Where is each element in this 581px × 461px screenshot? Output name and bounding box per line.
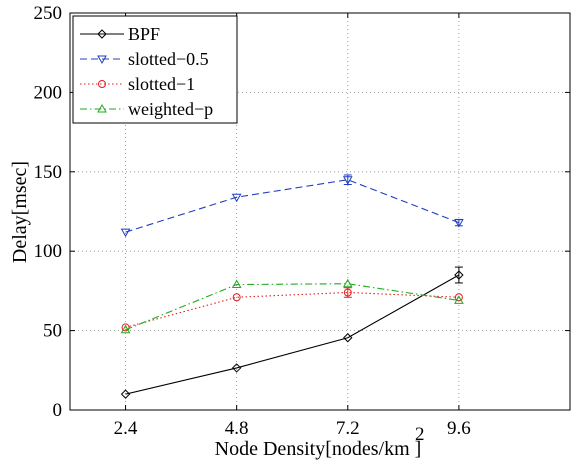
data-point <box>343 333 353 343</box>
plot-frame <box>69 12 571 411</box>
series-line <box>125 179 460 233</box>
data-point <box>120 228 131 238</box>
legend-label: slotted−0.5 <box>128 49 209 69</box>
y-tick-label: 100 <box>34 241 63 262</box>
legend-marker <box>97 29 107 39</box>
data-point <box>121 323 130 332</box>
grid <box>70 13 570 410</box>
y-tick-label: 0 <box>53 400 63 421</box>
legend: BPF slotted−0.5 slotted−1 weighted−p <box>72 15 238 124</box>
x-axis-label: Node Density[nodes/km ] <box>215 438 422 460</box>
legend-entry: slotted−1 <box>80 74 195 94</box>
x-tick-label: 7.2 <box>336 418 360 439</box>
series-layer <box>120 174 464 399</box>
x-tick-labels: 2.4 4.8 7.2 9.6 <box>114 418 471 439</box>
data-point <box>232 293 241 302</box>
y-axis-label: Delay[msec] <box>9 161 31 263</box>
data-point <box>120 324 131 334</box>
legend-entry: BPF <box>80 24 160 44</box>
series-2 <box>121 287 463 332</box>
y-tick-label: 150 <box>34 162 63 183</box>
data-point <box>231 279 242 289</box>
data-point <box>231 193 242 203</box>
data-point <box>231 363 242 373</box>
y-tick-label: 250 <box>34 3 63 24</box>
series-1 <box>120 174 464 238</box>
data-point <box>454 270 464 280</box>
data-point <box>454 295 464 304</box>
legend-label: slotted−1 <box>128 74 195 94</box>
series-line <box>125 283 459 331</box>
series-line <box>125 274 460 395</box>
legend-entry: weighted−p <box>80 99 213 119</box>
legend-marker <box>97 103 107 113</box>
y-tick-labels: 0 50 100 150 200 250 <box>34 3 63 421</box>
legend-label: weighted−p <box>128 99 213 119</box>
data-point <box>454 219 464 228</box>
legend-marker <box>97 55 107 65</box>
x-tick-label: 2.4 <box>114 418 138 439</box>
axis-tick-marks <box>70 12 570 411</box>
legend-entry: slotted−0.5 <box>80 49 209 69</box>
data-point <box>120 389 131 399</box>
x-tick-label: 4.8 <box>225 418 249 439</box>
series-3 <box>120 278 464 334</box>
data-point <box>343 288 352 297</box>
legend-label: BPF <box>128 24 160 44</box>
y-tick-label: 50 <box>43 321 62 342</box>
legend-marker <box>98 80 106 88</box>
data-point <box>342 278 353 288</box>
y-tick-label: 200 <box>34 82 63 103</box>
data-point <box>342 176 353 185</box>
x-tick-label: 9.6 <box>447 418 471 439</box>
data-point <box>454 293 463 302</box>
x-axis-label-superscript: 2 <box>415 424 425 445</box>
series-0 <box>120 266 464 399</box>
